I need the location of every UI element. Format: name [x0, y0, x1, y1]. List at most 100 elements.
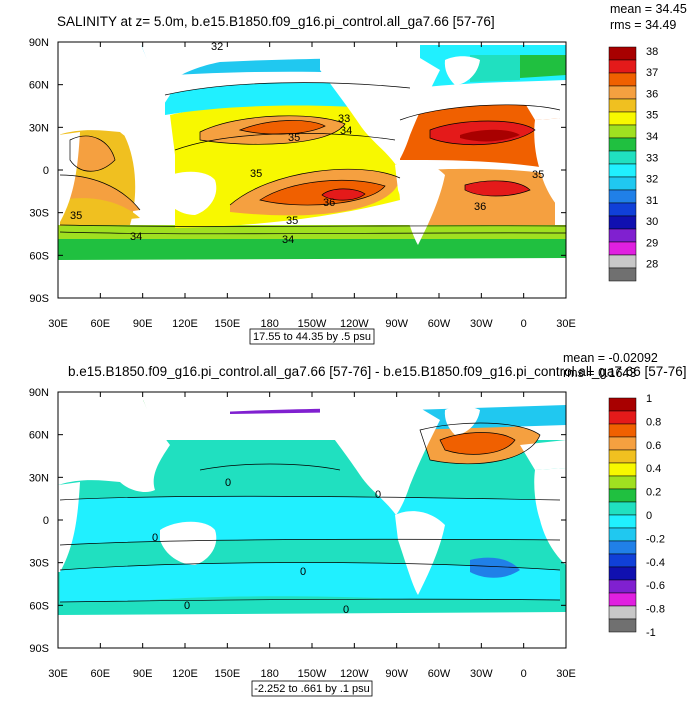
contour-label: 35 [288, 132, 300, 144]
land-greenland [444, 56, 480, 85]
x-tick-label: 0 [521, 668, 527, 680]
contour-label: 35 [286, 215, 298, 227]
x-tick-labels: 30E 60E 90E 120E 150E 180 150W 120W 90W 60W 30W 0 30… [48, 668, 576, 680]
x-tick-label: 90E [133, 668, 153, 680]
contour-label: 0 [184, 600, 190, 612]
x-tick-label: 90W [385, 668, 408, 680]
y-tick-label: 60N [29, 430, 49, 442]
colorbar-label: 35 [646, 110, 658, 122]
x-tick-label: 30W [470, 318, 493, 330]
mean-stat: mean = 34.45 [610, 2, 687, 16]
rms-stat: rms = 0.1643 [563, 366, 636, 380]
x-tick-label: 60E [91, 318, 111, 330]
colorbar-swatch [608, 163, 637, 178]
land-africa-east [534, 118, 566, 215]
contour-label: 0 [225, 477, 231, 489]
colorbar-label: -0.4 [646, 557, 665, 569]
colorbar-swatch [608, 254, 637, 269]
difference-panel: b.e15.B1850.f09_g16.pi_control.all_ga7.6… [29, 351, 686, 697]
panel-title: b.e15.B1850.f09_g16.pi_control.all_ga7.6… [68, 364, 686, 379]
x-tick-label: 150E [214, 318, 240, 330]
contour-label: 0 [152, 532, 158, 544]
land-south-america [395, 161, 445, 245]
colorbar-swatch [608, 111, 637, 126]
colorbar-label: 0.2 [646, 487, 661, 499]
y-tick-label: 90S [29, 293, 49, 305]
colorbar-swatch [608, 137, 637, 152]
land-africa [58, 132, 80, 222]
y-tick-label: 30N [29, 122, 49, 134]
colorbar-swatch [608, 267, 637, 282]
contour-label: 34 [130, 231, 142, 243]
x-tick-label: 60E [91, 668, 111, 680]
x-tick-label: 150W [298, 668, 327, 680]
y-tick-label: 90N [29, 37, 49, 49]
colorbar-swatch [608, 176, 637, 191]
mean-stat: mean = -0.02092 [563, 351, 658, 365]
colorbar-swatch [608, 124, 637, 139]
colorbar-label: -0.6 [646, 580, 665, 592]
contour-label: 36 [323, 197, 335, 209]
colorbar-swatch [608, 462, 637, 477]
x-tick-labels: 30E 60E 90E 120E 150E 180 150W 120W 90W 60W 30W 0 30… [48, 318, 576, 330]
contour-label: 35 [532, 169, 544, 181]
x-tick-label: 150W [298, 318, 327, 330]
colorbar-label: 34 [646, 131, 658, 143]
colorbar-label: -1 [646, 627, 656, 639]
colorbar-swatch [608, 397, 637, 412]
colorbar-swatch [608, 215, 637, 230]
land-antarctica [58, 258, 566, 298]
y-tick-label: 60N [29, 80, 49, 92]
colorbar-swatch [608, 488, 637, 503]
y-tick-labels: 90N 60N 30N 0 30S 60S 90S [29, 37, 49, 305]
y-tick-label: 0 [43, 165, 49, 177]
x-tick-label: 150E [214, 668, 240, 680]
y-tick-label: 90S [29, 643, 49, 655]
y-tick-label: 90N [29, 387, 49, 399]
colorbar-swatch [608, 553, 637, 568]
x-tick-label: 120W [340, 668, 369, 680]
colorbar-label: 31 [646, 195, 658, 207]
colorbar-swatch [608, 72, 637, 87]
y-tick-label: 30S [29, 558, 49, 570]
colorbar-swatch [608, 85, 637, 100]
x-tick-label: 120W [340, 318, 369, 330]
contour-label: 0 [300, 566, 306, 578]
land-australia [160, 171, 217, 215]
colorbar-swatch [608, 501, 637, 516]
x-tick-label: 30E [556, 668, 576, 680]
x-tick-label: 30E [48, 668, 68, 680]
colorbar-swatch [608, 618, 637, 633]
colorbar-label: 37 [646, 67, 658, 79]
y-tick-label: 30S [29, 208, 49, 220]
panel-title: SALINITY at z= 5.0m, b.e15.B1850.f09_g16… [57, 14, 495, 29]
colorbar-label: 1 [646, 393, 652, 405]
land-europe [520, 90, 566, 120]
colorbar-swatch [608, 59, 637, 74]
rms-stat: rms = 34.49 [610, 18, 676, 32]
colorbar-swatch [608, 475, 637, 490]
colorbar-swatch [608, 436, 637, 451]
colorbar-swatch [608, 423, 637, 438]
contour-info-box [249, 328, 375, 345]
colorbar-swatch [608, 228, 637, 243]
contour-info: 17.55 to 44.35 by .5 psu [253, 331, 371, 343]
y-tick-labels: 90N 60N 30N 0 30S 60S 90S [29, 387, 49, 655]
colorbar-swatch [608, 566, 637, 581]
colorbar: 1 0.8 0.6 0.4 0.2 0 -0.2 -0.4 -0.6 -0.8 -1 [608, 393, 665, 639]
land-north-america [320, 58, 440, 165]
x-tick-label: 60W [428, 318, 451, 330]
land-eurasia [58, 42, 170, 143]
tick-marks [57, 391, 567, 649]
contour-label: 34 [340, 125, 352, 137]
contour-label: 35 [250, 168, 262, 180]
colorbar-swatch [608, 189, 637, 204]
x-tick-label: 180 [260, 318, 278, 330]
colorbar-swatch [608, 410, 637, 425]
colorbar-label: 33 [646, 152, 658, 164]
salinity-panel: SALINITY at z= 5.0m, b.e15.B1850.f09_g16… [29, 2, 687, 345]
contour-info: -2.252 to .661 by .1 psu [254, 683, 370, 695]
colorbar-swatch [608, 579, 637, 594]
contour-label: 33 [338, 113, 350, 125]
